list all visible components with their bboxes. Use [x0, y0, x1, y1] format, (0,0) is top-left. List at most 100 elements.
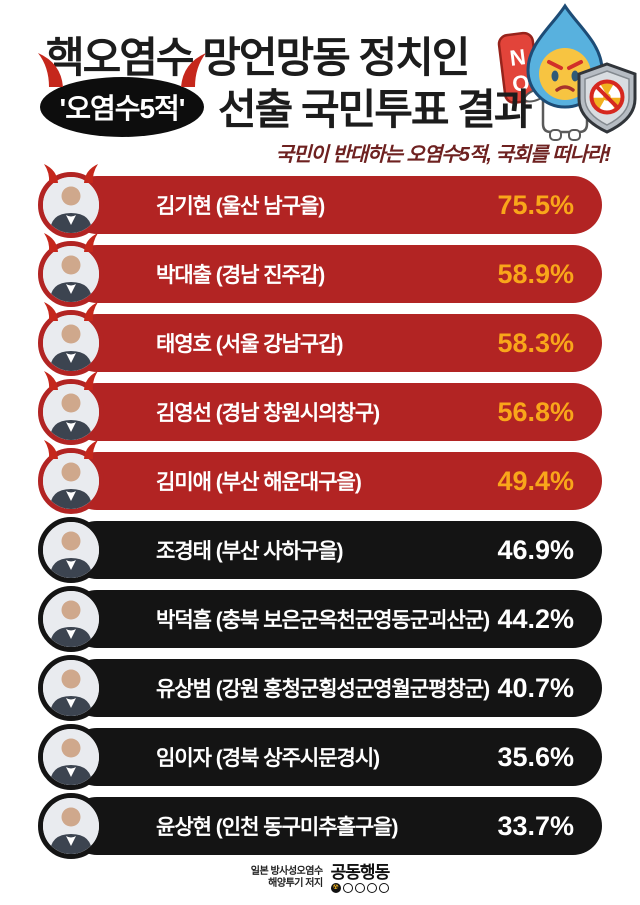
politician-photo	[38, 517, 104, 583]
emblem-icon	[354, 882, 365, 893]
politician-name: 김영선 (경남 창원시의창구)	[156, 402, 380, 425]
org-description: 일본 방사성오염수 해양투기 저지	[251, 866, 323, 891]
page-title-line1: 핵오염수 망언망동 정치인	[46, 34, 470, 81]
vote-percentage: 75.5%	[497, 189, 574, 220]
emblem-icon	[378, 882, 389, 893]
poll-bar: 김기현 (울산 남구을) 75.5%	[68, 176, 602, 234]
politician-photo	[38, 310, 104, 376]
poll-bar: 박덕흠 (충북 보은군옥천군영동군괴산군) 44.2%	[68, 590, 602, 648]
devil-horn-icon	[44, 164, 58, 183]
org-logo: 공동행동 ☢	[330, 862, 391, 893]
mascot-leg	[549, 129, 562, 141]
person-silhouette-icon	[43, 453, 99, 509]
politician-photo	[38, 172, 104, 238]
politician-photo	[38, 586, 104, 652]
politician-name: 태영호 (서울 강남구갑)	[156, 333, 344, 356]
no-sign: N O	[497, 31, 541, 104]
politician-name: 임이자 (경북 상주시문경시)	[156, 747, 380, 770]
devil-horn-icon	[84, 164, 98, 183]
person-silhouette-icon	[43, 798, 99, 854]
poll-bar: 조경태 (부산 사하구을) 46.9%	[68, 521, 602, 579]
oyeomsu-5jeok-badge: '오염수5적'	[38, 52, 206, 137]
poll-row: 유상범 (강원 홍청군횡성군영월군평창군) 40.7%	[38, 655, 602, 721]
poll-bar: 김영선 (경남 창원시의창구) 56.8%	[68, 383, 602, 441]
poll-row: 박대출 (경남 진주갑) 58.9%	[38, 233, 602, 307]
poll-row: 조경태 (부산 사하구을) 46.9%	[38, 517, 602, 583]
no-sign-text-o: O	[511, 70, 531, 97]
emblem-icon	[366, 882, 377, 893]
devil-horn-icon	[181, 52, 206, 87]
politician-name: 김기현 (울산 남구을)	[156, 195, 325, 218]
frown-mouth	[555, 85, 575, 92]
devil-horn-icon	[44, 302, 58, 321]
mascot-leg	[568, 129, 581, 141]
devil-horn-icon	[44, 440, 58, 459]
politician-name: 박덕흠 (충북 보은군옥천군영동군괴산군)	[156, 609, 490, 632]
page-title-line2: 선출 국민투표 결과	[218, 86, 532, 133]
poll-row: 박덕흠 (충북 보은군옥천군영동군괴산군) 44.2%	[38, 586, 602, 652]
vote-percentage: 49.4%	[497, 465, 574, 496]
person-silhouette-icon	[43, 729, 99, 785]
devil-horn-icon	[44, 233, 58, 252]
eye	[551, 70, 559, 82]
politician-name: 조경태 (부산 사하구을)	[156, 540, 344, 563]
poll-bar: 김미애 (부산 해운대구을) 49.4%	[68, 452, 602, 510]
politician-photo	[38, 724, 104, 790]
politician-photo	[38, 793, 104, 859]
person-silhouette-icon	[43, 591, 99, 647]
person-silhouette-icon	[43, 177, 99, 233]
poll-row: 태영호 (서울 강남구갑) 58.3%	[38, 302, 602, 376]
person-silhouette-icon	[43, 315, 99, 371]
person-silhouette-icon	[43, 384, 99, 440]
org-icons: ☢	[330, 882, 389, 893]
devil-horn-icon	[84, 233, 98, 252]
devil-horn-icon	[84, 371, 98, 390]
poll-bar: 윤상현 (인천 동구미추홀구을) 33.7%	[68, 797, 602, 855]
radiation-icon: ☢	[330, 882, 341, 893]
vote-percentage: 56.8%	[497, 396, 574, 427]
politician-name: 박대출 (경남 진주갑)	[156, 264, 325, 287]
page-subtitle: 국민이 반대하는 오염수5적, 국회를 떠나라!	[275, 144, 611, 166]
emblem-icon	[342, 882, 353, 893]
vote-percentage: 58.9%	[497, 258, 574, 289]
poll-bar: 박대출 (경남 진주갑) 58.9%	[68, 245, 602, 303]
politician-photo	[38, 241, 104, 307]
politician-photo	[38, 655, 104, 721]
politician-photo	[38, 379, 104, 445]
eyebrow	[567, 60, 583, 70]
poll-row: 김기현 (울산 남구을) 75.5%	[38, 164, 602, 238]
vote-percentage: 33.7%	[497, 810, 574, 841]
person-silhouette-icon	[43, 246, 99, 302]
vote-percentage: 35.6%	[497, 741, 574, 772]
org-line2: 해양투기 저지	[268, 878, 323, 889]
person-silhouette-icon	[43, 522, 99, 578]
devil-horn-icon	[44, 371, 58, 390]
no-sign-text-n: N	[508, 44, 527, 71]
politician-name: 윤상현 (인천 동구미추홀구을)	[156, 816, 398, 839]
poll-row: 윤상현 (인천 동구미추홀구을) 33.7%	[38, 793, 602, 859]
vote-percentage: 40.7%	[497, 672, 574, 703]
devil-horn-icon	[38, 52, 63, 87]
poll-row: 임이자 (경북 상주시문경시) 35.6%	[38, 724, 602, 790]
org-line1: 일본 방사성오염수	[250, 865, 323, 877]
badge-label: '오염수5적'	[59, 92, 186, 124]
eyebrow	[547, 60, 563, 70]
devil-horn-icon	[84, 440, 98, 459]
header: 핵오염수 망언망동 정치인 '오염수5적' 선출 국민투표 결과 국민이 반대하…	[0, 0, 640, 176]
vote-percentage: 46.9%	[497, 534, 574, 565]
person-silhouette-icon	[43, 660, 99, 716]
vote-percentage: 58.3%	[497, 327, 574, 358]
poll-bar: 임이자 (경북 상주시문경시) 35.6%	[68, 728, 602, 786]
vote-percentage: 44.2%	[497, 603, 574, 634]
org-name: 공동행동	[330, 862, 391, 882]
anti-radiation-shield-icon	[577, 62, 637, 134]
water-drop-mascot: N O	[497, 3, 637, 141]
poll-bar: 유상범 (강원 홍청군횡성군영월군평창군) 40.7%	[68, 659, 602, 717]
poll-list: 김기현 (울산 남구을) 75.5% 박대출 (경남 진주갑)	[38, 164, 602, 859]
devil-horn-icon	[84, 302, 98, 321]
poll-row: 김영선 (경남 창원시의창구) 56.8%	[38, 371, 602, 445]
politician-name: 유상범 (강원 홍청군횡성군영월군평창군)	[156, 678, 490, 701]
poll-bar: 태영호 (서울 강남구갑) 58.3%	[68, 314, 602, 372]
politician-photo	[38, 448, 104, 514]
